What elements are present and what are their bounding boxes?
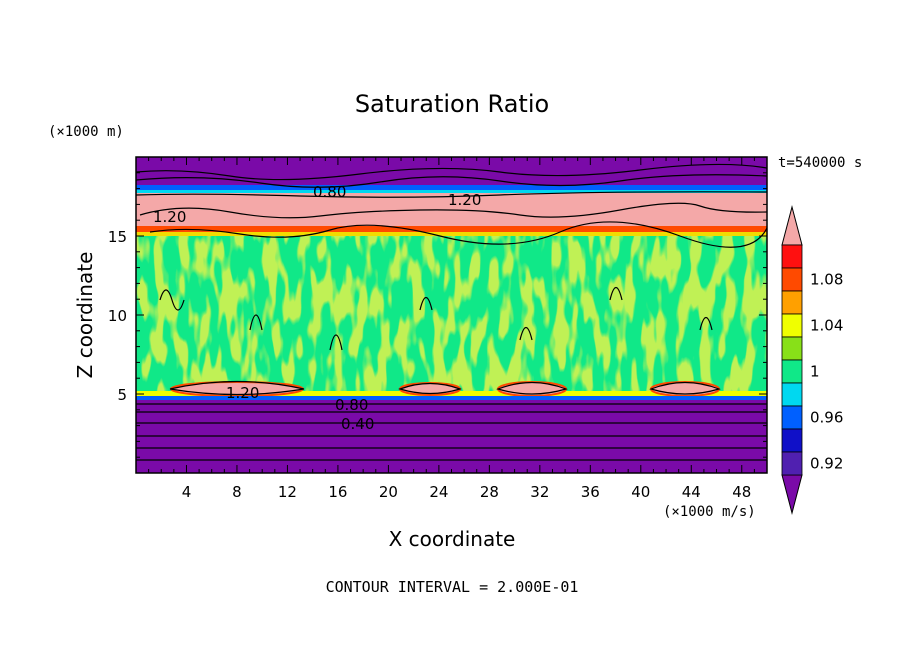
colorbar-box [781, 313, 803, 338]
colorbar-label: 1 [810, 363, 820, 381]
y-axis: 5 10 15 [108, 172, 767, 458]
contour-label: 0.80 [335, 396, 368, 414]
contour-label: 1.20 [153, 208, 186, 226]
colorbar-box [781, 267, 803, 292]
colorbar-box [781, 405, 803, 430]
colorbar-label: 0.92 [810, 455, 843, 473]
contour-label: 0.80 [313, 183, 346, 201]
x-tick-label: 16 [328, 483, 347, 501]
colorbar-box [781, 451, 803, 476]
x-tick-label: 20 [379, 483, 398, 501]
time-label: t=540000 s [778, 155, 862, 171]
chart-title: Saturation Ratio [355, 90, 549, 118]
x-tick-label: 44 [682, 483, 701, 501]
contour-label: 1.20 [226, 384, 259, 402]
colorbar-label: 1.08 [810, 271, 843, 289]
contour-labels: 0.80 1.20 1.20 1.20 0.80 0.40 [153, 183, 481, 433]
x-tick-label: 12 [278, 483, 297, 501]
colorbar-label: 0.96 [810, 409, 843, 427]
x-tick-label: 8 [232, 483, 242, 501]
x-axis-label: X coordinate [389, 527, 516, 551]
x-tick-label: 32 [530, 483, 549, 501]
x-tick-label: 28 [480, 483, 499, 501]
contour-lines [136, 163, 767, 461]
y-tick-label: 5 [117, 386, 127, 404]
colorbar-label: 1.04 [810, 317, 843, 335]
colorbar-max-triangle [781, 205, 803, 246]
colorbar-min-triangle [781, 474, 803, 515]
colorbar-box [781, 290, 803, 315]
contour-interval-footer: CONTOUR INTERVAL = 2.000E-01 [326, 578, 579, 596]
x-tick-label: 4 [182, 483, 192, 501]
y-tick-label: 10 [108, 307, 127, 325]
colorbar: 1.08 1.04 1 0.96 0.92 [781, 205, 843, 515]
colorbar-box [781, 382, 803, 407]
colorbar-box [781, 428, 803, 453]
x-tick-label: 48 [732, 483, 751, 501]
y-tick-label: 15 [108, 228, 127, 246]
colorbar-box [781, 244, 803, 269]
y-axis-label: Z coordinate [73, 252, 97, 379]
x-unit-label: (×1000 m/s) [663, 504, 756, 520]
band-top-blue [136, 185, 767, 192]
x-tick-label: 24 [429, 483, 448, 501]
contour-label: 0.40 [341, 415, 374, 433]
x-tick-label: 40 [631, 483, 650, 501]
x-tick-label: 36 [581, 483, 600, 501]
x-axis: 4 8 12 16 20 24 28 32 36 40 44 48 [148, 157, 755, 501]
y-unit-label: (×1000 m) [48, 124, 124, 140]
colorbar-box [781, 359, 803, 384]
plot-area: 0.80 1.20 1.20 1.20 0.80 0.40 [136, 157, 767, 473]
contour-label: 1.20 [448, 191, 481, 209]
colorbar-box [781, 336, 803, 361]
